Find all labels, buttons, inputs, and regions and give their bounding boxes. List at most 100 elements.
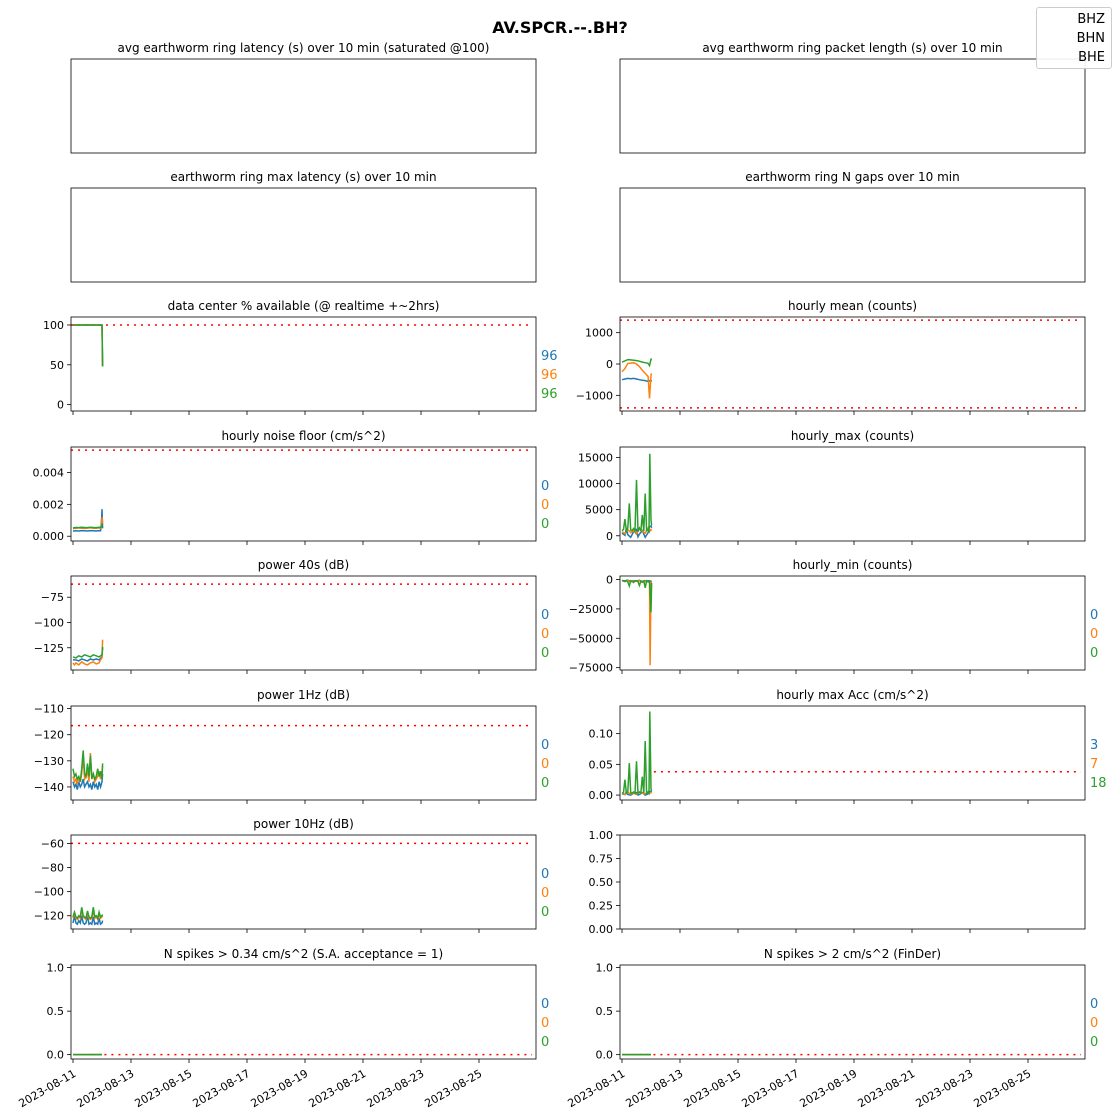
subplot-p2: earthworm ring max latency (s) over 10 m… [70, 170, 537, 283]
y-tick-label: −50000 [569, 632, 613, 645]
stat-annotation: 3 [1090, 738, 1098, 753]
subplot-p14: N spikes > 0.34 cm/s^2 (S.A. acceptance … [47, 947, 549, 1063]
y-tick-label: −120 [34, 910, 64, 923]
legend: BHZ BHN BHE [1036, 7, 1112, 69]
subplot-title: hourly mean (counts) [788, 299, 917, 313]
subplot-p3: earthworm ring N gaps over 10 min [619, 170, 1086, 283]
stat-annotation: 96 [541, 387, 558, 402]
y-tick-label: 100 [43, 319, 64, 332]
subplot-title: earthworm ring N gaps over 10 min [745, 170, 959, 184]
series-line-bhe [72, 907, 104, 921]
x-tick-label: 2023-08-21 [306, 1067, 368, 1110]
stat-annotation: 0 [541, 997, 549, 1012]
stat-annotation: 0 [541, 1035, 549, 1050]
y-tick-label: 0.50 [589, 876, 614, 889]
y-tick-label: 0 [606, 574, 613, 587]
plot-frame [70, 446, 537, 542]
subplot-title: hourly noise floor (cm/s^2) [221, 429, 385, 443]
y-tick-label: −1000 [576, 389, 613, 402]
plot-frame [70, 316, 537, 412]
subplot-title: hourly max Acc (cm/s^2) [776, 688, 928, 702]
y-tick-label: 0.0 [47, 1049, 65, 1062]
stat-annotation: 0 [541, 479, 549, 494]
y-tick-label: 0.10 [589, 728, 614, 741]
series-line-bhz [72, 915, 104, 926]
y-tick-label: 0.5 [596, 1005, 614, 1018]
subplot-title: power 40s (dB) [258, 558, 349, 572]
subplot-p4: data center % available (@ realtime +~2h… [43, 299, 558, 415]
x-tick-label: 2023-08-13 [74, 1067, 136, 1110]
series-line-bhn [621, 361, 653, 399]
y-tick-label: 0.75 [589, 853, 614, 866]
subplot-title: avg earthworm ring packet length (s) ove… [702, 41, 1002, 55]
y-tick-label: −60 [41, 837, 64, 850]
legend-entry-bhz: BHZ [1077, 12, 1105, 27]
x-tick-label: 2023-08-17 [739, 1067, 801, 1110]
subplot-p9: hourly_min (counts) 0 −25000 −50000 −75000 0 0… [569, 558, 1099, 675]
stat-annotation: 0 [541, 627, 549, 642]
x-tick-label: 2023-08-23 [913, 1067, 975, 1110]
figure-title: AV.SPCR.--.BH? [492, 18, 628, 37]
y-tick-label: 0.00 [589, 923, 614, 936]
stat-annotation: 0 [1090, 1035, 1098, 1050]
y-tick-label: −140 [34, 781, 64, 794]
plot-frame [619, 58, 1086, 154]
legend-entry-bhe: BHE [1078, 50, 1105, 65]
y-tick-label: −100 [34, 616, 64, 629]
subplot-p11: hourly max Acc (cm/s^2) 0.00 0.05 0.10 3 7 18 [589, 688, 1107, 804]
stat-annotation: 0 [541, 886, 549, 901]
legend-entry-bhn: BHN [1076, 31, 1105, 46]
subplot-title: N spikes > 0.34 cm/s^2 (S.A. acceptance … [164, 947, 443, 961]
y-tick-label: −25000 [569, 603, 613, 616]
stat-annotation: 18 [1090, 776, 1107, 791]
y-tick-label: 1.00 [589, 829, 614, 842]
y-tick-label: 0.25 [589, 900, 614, 913]
stat-annotation: 0 [541, 757, 549, 772]
series-line-bhe [621, 579, 653, 613]
subplot-title: hourly_max (counts) [791, 429, 914, 443]
stat-annotation: 96 [541, 368, 558, 383]
y-tick-label: 0.00 [589, 789, 614, 802]
stat-annotation: 0 [1090, 608, 1098, 623]
y-tick-label: 1000 [585, 327, 613, 340]
stat-annotation: 7 [1090, 757, 1098, 772]
stat-annotation: 0 [1090, 646, 1098, 661]
subplot-p0: avg earthworm ring latency (s) over 10 m… [70, 41, 537, 154]
series-line-bhn [72, 639, 104, 667]
subplot-p6: hourly noise floor (cm/s^2) 0.000 0.002 0.0… [33, 429, 549, 545]
series-line-bhz [621, 377, 653, 383]
x-tick-label: 2023-08-19 [248, 1067, 310, 1110]
stat-annotation: 0 [541, 517, 549, 532]
plot-frame [619, 705, 1086, 801]
y-tick-label: 0.004 [33, 466, 65, 479]
stat-annotation: 96 [541, 349, 558, 364]
plot-frame [70, 187, 537, 283]
y-tick-label: 0.002 [33, 498, 65, 511]
plot-frame [70, 834, 537, 930]
stat-annotation: 0 [541, 776, 549, 791]
series-line-bhz [72, 773, 104, 790]
series-line-bhn [73, 324, 104, 367]
y-tick-label: 0 [606, 530, 613, 543]
y-tick-label: 0 [57, 399, 64, 412]
plot-frame [70, 575, 537, 671]
plot-frame [70, 58, 537, 154]
y-tick-label: −130 [34, 755, 64, 768]
x-tick-label: 2023-08-11 [565, 1067, 627, 1110]
subplot-title: hourly_min (counts) [793, 558, 913, 572]
y-tick-label: −125 [34, 642, 64, 655]
stat-annotation: 0 [541, 867, 549, 882]
y-tick-label: −75 [41, 591, 64, 604]
y-tick-label: 0 [606, 358, 613, 371]
x-tick-label: 2023-08-19 [797, 1067, 859, 1110]
series-line-bhe [72, 522, 104, 529]
plot-frame [70, 705, 537, 801]
subplot-p7: hourly_max (counts) 0 5000 10000 15000 [578, 429, 1086, 545]
series-line-bhz [73, 647, 104, 662]
y-tick-label: 1.0 [596, 962, 614, 975]
series-line-bhn [621, 579, 653, 666]
series-line-bhe [621, 711, 653, 796]
x-tick-label: 2023-08-23 [364, 1067, 426, 1110]
stat-annotation: 0 [1090, 997, 1098, 1012]
